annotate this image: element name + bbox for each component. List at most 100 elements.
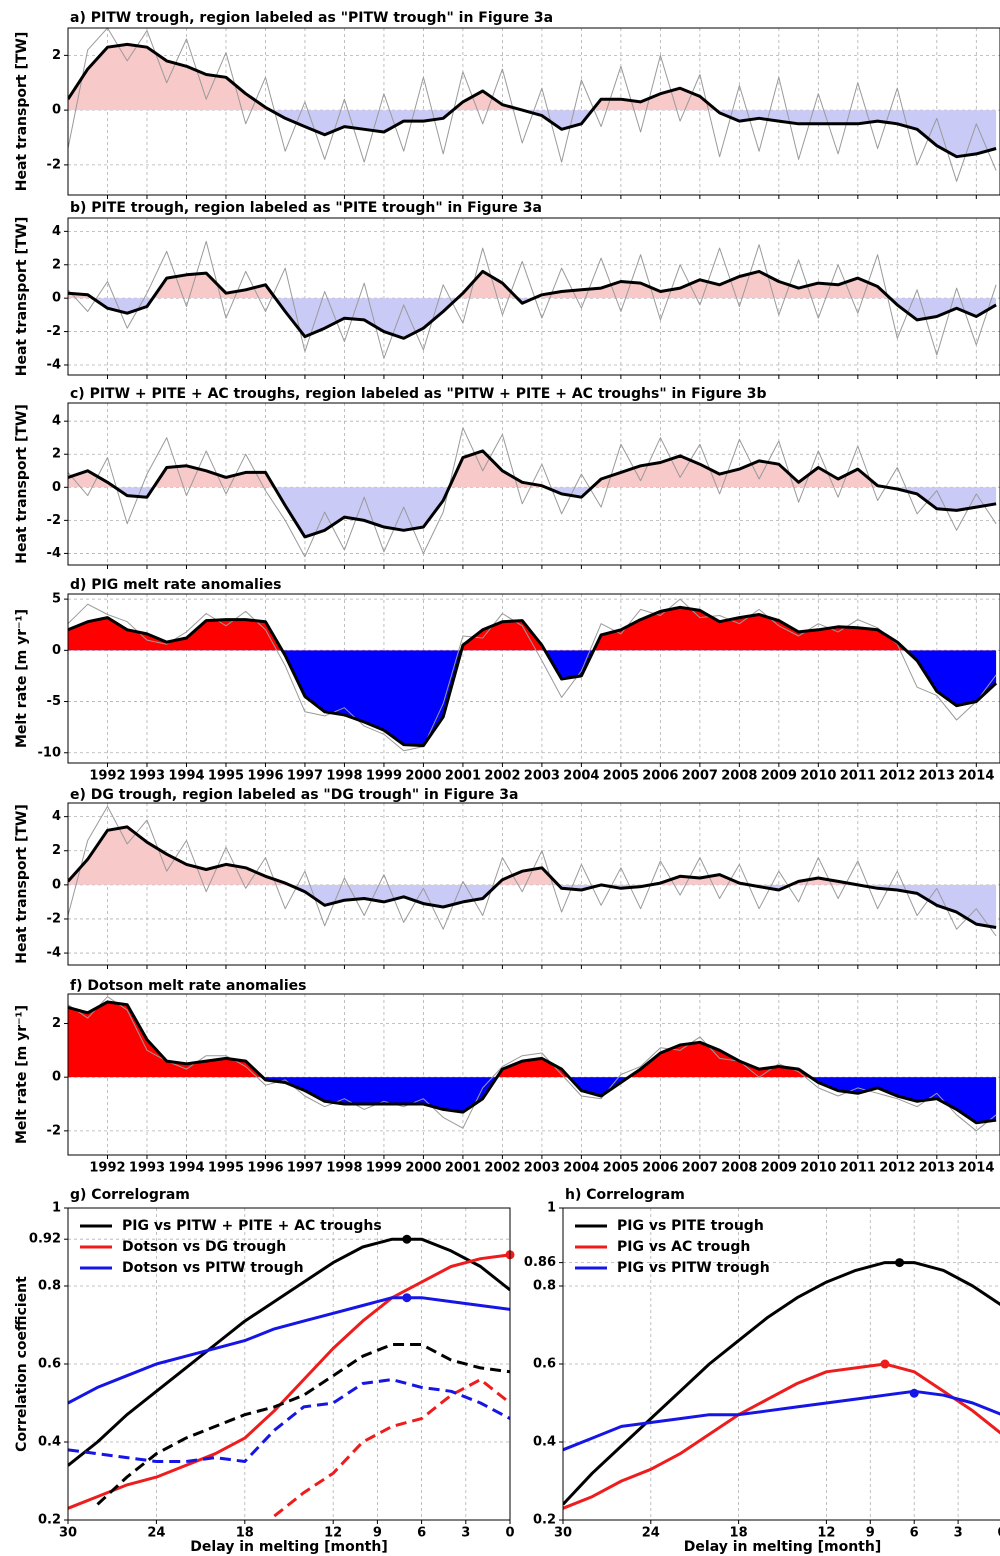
y-tick-label: 4 [52,809,61,824]
area-negative [282,650,997,746]
area-positive [68,826,858,885]
y-tick-label: 0.86 [524,1255,556,1270]
x-tick-label: 1999 [366,1161,402,1176]
x-tick-label: 1998 [326,769,362,784]
peak-marker [402,1293,412,1303]
x-tick-label: 2011 [840,1161,876,1176]
series-line [68,240,997,359]
series-line [68,449,997,539]
x-tick-label: 1997 [287,769,323,784]
x-tick-label: 1996 [247,769,283,784]
x-tick-label: 2005 [603,769,639,784]
x-tick-label: 1992 [89,1161,125,1176]
area-positive [68,44,997,111]
series-line [68,1237,510,1467]
area-negative [262,1077,997,1123]
x-tick-label: 0 [997,1526,1000,1541]
panel-title: a) PITW trough, region labeled as "PITW … [70,10,553,26]
x-tick-label: 2009 [761,1161,797,1176]
x-tick-label: 1992 [89,769,125,784]
legend-label: PIG vs PITW trough [617,1260,770,1276]
plot-frame [67,27,1000,196]
x-tick-label: 2007 [682,769,718,784]
y-tick-label: -2 [47,911,61,926]
series-line [68,1000,997,1125]
y-tick-label: 0 [52,103,61,118]
x-axis-label: Delay in melting [month] [684,1539,881,1555]
plot-frame [67,217,1000,376]
x-tick-label: 2002 [484,1161,520,1176]
y-tick-label: 0 [52,480,61,495]
y-tick-label: -2 [47,324,61,339]
peak-marker [880,1359,890,1369]
plot-frame [67,593,1000,764]
y-tick-label: 0.6 [533,1357,556,1372]
y-tick-label: -2 [47,513,61,528]
x-tick-label: 18 [730,1526,748,1541]
legend-label: PIG vs AC trough [617,1239,750,1255]
x-tick-label: 12 [324,1526,342,1541]
y-tick-label: 2 [52,843,61,858]
x-tick-label: 2003 [524,769,560,784]
series-line [68,1253,510,1510]
x-tick-label: 2010 [800,1161,836,1176]
x-tick-label: 2014 [958,769,994,784]
area-positive [68,607,997,651]
y-tick-label: 0 [52,291,61,306]
series-line [563,1261,1000,1506]
panel-title: e) DG trough, region labeled as "DG trou… [70,787,518,803]
plot-frame [562,1207,1000,1521]
panel-title: b) PITE trough, region labeled as "PITE … [70,200,542,216]
area-negative [270,110,997,157]
series-line [68,42,997,159]
series-line [563,1362,1000,1510]
series-line [68,1296,510,1405]
y-tick-label: -2 [47,1123,61,1138]
x-tick-label: 0 [505,1526,514,1541]
x-tick-label: 18 [236,1526,254,1541]
y-axis-label: Heat transport [TW] [14,217,30,376]
x-tick-label: 2008 [721,1161,757,1176]
y-tick-label: 2 [52,48,61,63]
panel-title: f) Dotson melt rate anomalies [70,978,306,994]
y-tick-label: -5 [47,694,61,709]
x-tick-label: 1999 [366,769,402,784]
y-tick-label: 0.4 [38,1435,61,1450]
x-tick-label: 2013 [919,1161,955,1176]
series-line [96,1343,510,1506]
series-line [68,598,997,752]
legend-label: Dotson vs DG trough [122,1239,286,1255]
y-axis-label: Melt rate [m yr⁻¹] [14,1005,30,1144]
y-axis-label: Correlation coefficient [14,1276,30,1452]
y-tick-label: 2 [52,447,61,462]
x-tick-label: 2012 [879,1161,915,1176]
x-tick-label: 12 [817,1526,835,1541]
area-negative [92,298,997,339]
legend-label: PIG vs PITE trough [617,1218,764,1234]
x-tick-label: 2014 [958,1161,994,1176]
series-line [563,1389,1000,1452]
y-tick-label: 5 [52,592,61,607]
x-tick-label: 2007 [682,1161,718,1176]
y-tick-label: 0.4 [533,1435,556,1450]
area-positive [68,1002,997,1078]
area-negative [68,884,997,928]
series-line [68,605,998,748]
x-tick-label: 30 [59,1526,77,1541]
x-tick-label: 1993 [129,1161,165,1176]
y-axis-label: Heat transport [TW] [14,804,30,963]
x-tick-label: 2012 [879,769,915,784]
peak-marker [895,1258,905,1268]
y-tick-label: 0.6 [38,1357,61,1372]
y-tick-label: 2 [52,1016,61,1031]
y-tick-label: -4 [47,546,61,561]
y-tick-label: 4 [52,414,61,429]
x-tick-label: 24 [147,1526,165,1541]
x-tick-label: 2006 [642,1161,678,1176]
x-tick-label: 2006 [642,769,678,784]
y-tick-label: 0.92 [29,1232,61,1247]
peak-marker [402,1234,412,1244]
y-tick-label: 4 [52,224,61,239]
y-tick-label: 2 [52,257,61,272]
